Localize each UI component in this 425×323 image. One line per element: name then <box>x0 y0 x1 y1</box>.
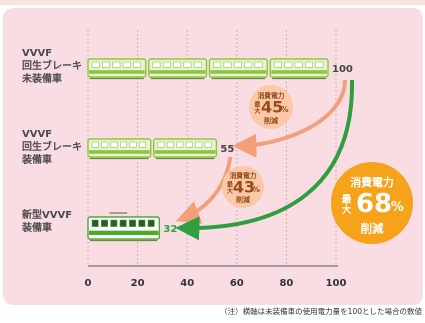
bar-0-window-1-3 <box>183 61 192 68</box>
bar-2-band-0 <box>89 230 159 236</box>
bar-1-window-0-5 <box>138 141 146 148</box>
bar-0-window-1-1 <box>162 61 171 68</box>
bar-2-window-0-5 <box>138 219 146 227</box>
bar-1-band-1 <box>154 150 216 154</box>
bar-1-window-0-2 <box>110 141 118 148</box>
bar-1-window-1-4 <box>195 141 203 148</box>
footnote: （注）横軸は未装備車の使用電力量を100とした場合の数値 <box>220 307 422 316</box>
callout-unit-0: % <box>281 105 289 114</box>
category-label-2: 新型VVVF 装備車 <box>22 210 73 234</box>
callout-prefix-b-1: 大 <box>227 187 234 195</box>
callout-prefix-a-0: 最 <box>254 101 261 109</box>
value-label-1: 55 <box>220 144 234 155</box>
reduction-circle-1 <box>222 166 264 208</box>
x-tick-label-1: 20 <box>131 278 145 289</box>
bar-0-window-1-4 <box>193 61 202 68</box>
callout-line1-0: 消費電力 <box>258 91 285 100</box>
bar-2-window-0-3 <box>119 219 127 227</box>
callout-line1-1: 消費電力 <box>230 171 257 180</box>
callout-suffix-1: 削減 <box>236 195 250 204</box>
bar-0-band-0 <box>89 70 145 74</box>
bar-1-window-1-5 <box>204 141 212 148</box>
bar-1-window-1-1 <box>166 141 174 148</box>
bar-2-window-0-1 <box>101 219 108 227</box>
bar-0-window-1-2 <box>173 61 182 68</box>
bar-0-window-2-4 <box>254 61 263 68</box>
bar-0-window-1-0 <box>152 61 161 68</box>
callout-line1-2: 消費電力 <box>350 175 394 189</box>
value-label-2: 32 <box>163 224 177 235</box>
x-tick-label-5: 100 <box>326 278 347 289</box>
callout-number-1: 43 <box>233 178 255 197</box>
bar-0-window-0-3 <box>122 61 131 68</box>
bar-0-band-3 <box>271 70 327 74</box>
bar-2-window-0-0 <box>91 219 99 227</box>
callout-number-0: 45 <box>261 98 283 117</box>
bar-0-band-2 <box>210 70 267 74</box>
bar-0-window-0-1 <box>102 61 110 68</box>
bar-0-window-2-0 <box>213 61 222 68</box>
bar-0 <box>87 58 329 80</box>
bar-1-window-1-3 <box>185 141 193 148</box>
bar-0-window-3-1 <box>284 61 293 68</box>
reduction-circle-0 <box>249 85 293 129</box>
callout-suffix-2: 削減 <box>361 222 384 236</box>
bar-0-window-3-0 <box>273 61 282 68</box>
arrow-reduction-2 <box>175 79 355 241</box>
callout-prefix-a-2: 最 <box>342 193 352 205</box>
callout-prefix-a-1: 最 <box>227 181 234 189</box>
bar-0-window-3-4 <box>315 61 324 68</box>
callout-unit-1: % <box>252 185 260 194</box>
reduction-circle-2 <box>331 162 413 244</box>
x-tick-label-4: 80 <box>279 278 293 289</box>
bar-0-window-3-3 <box>304 61 313 68</box>
top-bar <box>0 0 425 5</box>
bar-2-window-0-2 <box>110 219 118 227</box>
bar-0-window-0-4 <box>133 61 142 68</box>
bar-2 <box>87 212 161 242</box>
bar-2-window-0-4 <box>129 219 136 227</box>
callout-prefix-b-0: 大 <box>254 107 261 115</box>
callout-suffix-0: 削減 <box>264 116 278 125</box>
arrow-reduction-0 <box>232 79 347 158</box>
bar-1-band-0 <box>89 150 150 154</box>
category-label-1: VVVF 回生ブレーキ 装備車 <box>22 129 82 166</box>
callout-prefix-b-2: 大 <box>342 203 352 216</box>
bar-1 <box>87 138 218 160</box>
bar-0-window-0-2 <box>112 61 121 68</box>
bar-1-window-0-1 <box>101 141 109 148</box>
value-label-0: 100 <box>332 64 353 75</box>
bar-1-window-1-2 <box>176 141 184 148</box>
x-tick-label-2: 40 <box>180 278 194 289</box>
bar-1-window-1-0 <box>157 141 165 148</box>
bar-0-window-2-1 <box>223 61 232 68</box>
x-tick-label-0: 0 <box>85 278 92 289</box>
bar-0-window-2-3 <box>244 61 253 68</box>
bar-0-band-1 <box>149 70 206 74</box>
bar-0-window-0-0 <box>91 61 100 68</box>
category-label-0: VVVF 回生ブレーキ 未装備車 <box>22 48 82 85</box>
callout-unit-2: % <box>391 200 404 215</box>
bar-1-window-0-3 <box>120 141 128 148</box>
bar-0-window-3-2 <box>294 61 303 68</box>
bar-1-window-0-0 <box>91 141 99 148</box>
bar-0-window-2-2 <box>233 61 242 68</box>
bar-1-window-0-4 <box>129 141 137 148</box>
x-tick-label-3: 60 <box>230 278 244 289</box>
bar-2-window-0-6 <box>147 219 155 227</box>
callout-number-2: 68 <box>356 189 392 219</box>
